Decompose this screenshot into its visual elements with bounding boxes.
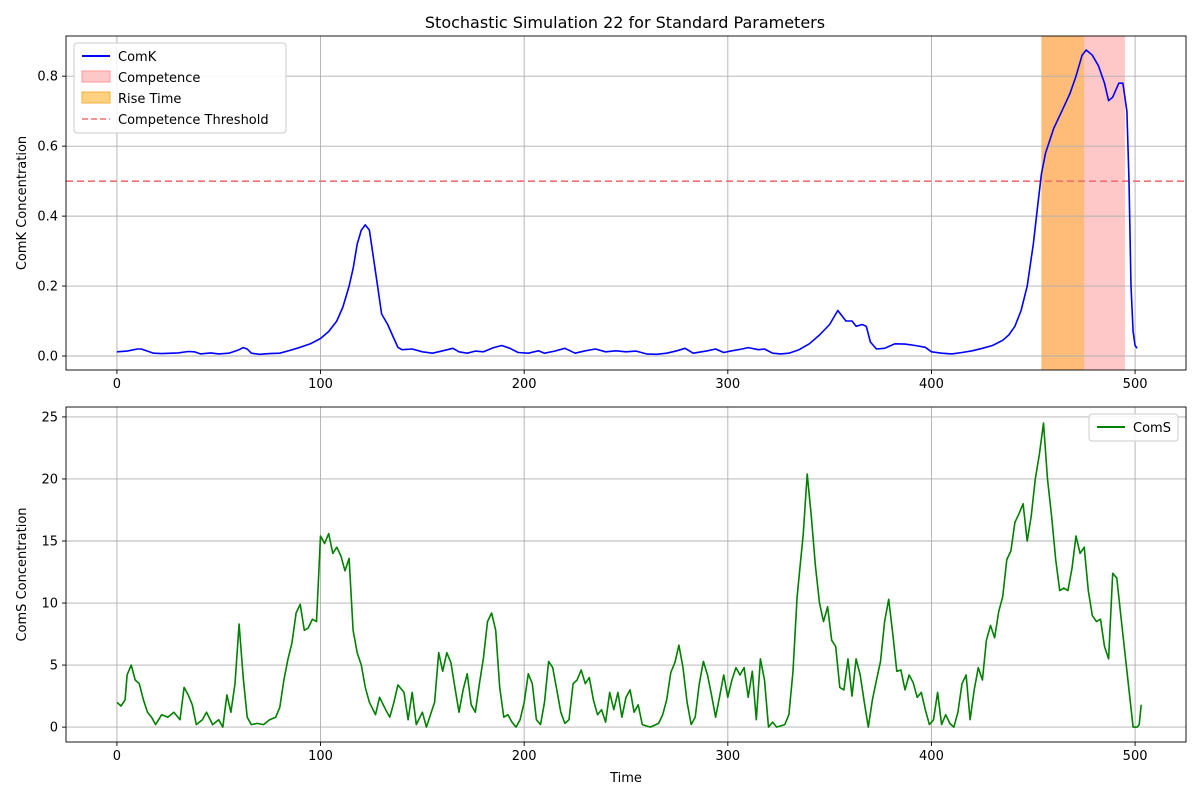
x-tick-label: 400: [919, 749, 944, 764]
x-tick-label: 300: [715, 749, 740, 764]
y-axis-label: ComK Concentration: [15, 136, 30, 270]
x-tick-label: 200: [512, 377, 537, 392]
legend-label: ComS: [1133, 421, 1171, 436]
legend-label: Competence Threshold: [118, 113, 269, 128]
axes-frame: [65, 406, 1187, 743]
y-tick-label: 25: [41, 410, 58, 425]
span-rise-time: [1041, 36, 1085, 370]
y-axis-label: ComS Concentration: [15, 507, 30, 641]
x-tick-label: 500: [1123, 377, 1148, 392]
x-tick-label: 500: [1123, 749, 1148, 764]
legend-swatch-patch: [81, 70, 111, 83]
legend-label: ComK: [118, 50, 157, 65]
series-line-comk: [116, 49, 1138, 356]
legend: ComS: [1088, 413, 1179, 442]
x-tick-label: 400: [919, 377, 944, 392]
y-tick-label: 0.8: [37, 70, 58, 85]
legend-label: Rise Time: [118, 92, 181, 107]
coms-panel: 0 100 200 300 400 500 0 5 10 15 20 25 Time ComS Conce…: [15, 406, 1187, 786]
y-tick-label: 0.4: [37, 210, 58, 225]
y-tick-label: 0: [50, 721, 58, 736]
y-tick-label: 0.0: [37, 350, 58, 365]
y-tick-label: 10: [41, 597, 58, 612]
legend-swatch-patch: [81, 91, 111, 104]
x-axis-label: Time: [609, 771, 642, 786]
y-tick-label: 15: [41, 535, 58, 550]
x-tick-label: 300: [715, 377, 740, 392]
comk-panel: 0 100 200 300 400 500 0.0 0.2 0.4 0.6 0.8 ComK Conc…: [15, 35, 1187, 392]
x-tick-label: 0: [113, 749, 121, 764]
x-tick-label: 100: [308, 749, 333, 764]
y-tick-label: 5: [50, 659, 58, 674]
series-line-coms: [116, 422, 1142, 728]
legend-box: [73, 42, 287, 134]
legend-label: Competence: [118, 71, 200, 86]
x-tick-label: 100: [308, 377, 333, 392]
y-tick-label: 20: [41, 472, 58, 487]
legend-box: [1088, 413, 1179, 442]
legend: ComK Competence Rise Time Competence Thresh…: [73, 42, 287, 134]
chart-title: Stochastic Simulation 22 for Standard Pa…: [425, 13, 825, 32]
x-tick-label: 200: [512, 749, 537, 764]
y-tick-label: 0.2: [37, 280, 58, 295]
x-tick-label: 0: [113, 377, 121, 392]
axes-frame: [65, 35, 1187, 371]
y-tick-label: 0.6: [37, 140, 58, 155]
